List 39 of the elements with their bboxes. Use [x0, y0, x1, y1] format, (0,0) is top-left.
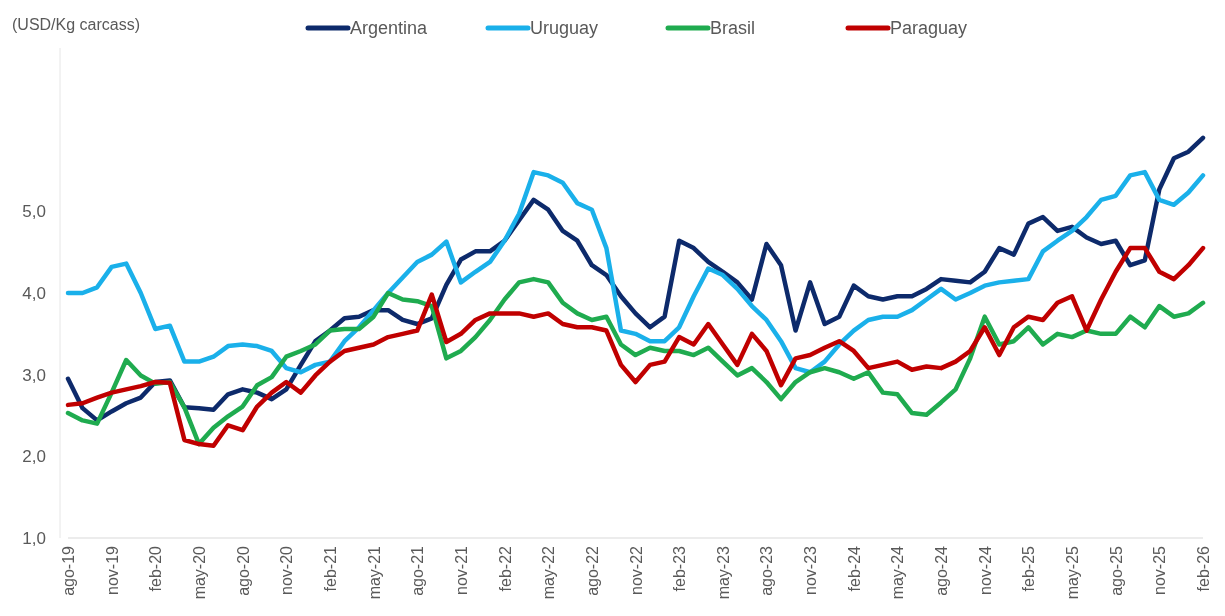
x-tick-label: ago-23 — [758, 545, 776, 596]
x-tick-label: ago-19 — [60, 545, 77, 596]
x-tick-label: may-24 — [889, 545, 907, 600]
line-series — [65, 245, 1206, 448]
y-tick-label: 4,0 — [22, 283, 46, 303]
x-tick-label: may-20 — [190, 545, 208, 600]
line-series — [65, 169, 1206, 375]
y-tick-label: 3,0 — [22, 365, 46, 385]
x-tick-label: feb-21 — [321, 545, 339, 592]
x-tick-label: nov-20 — [278, 545, 296, 595]
legend-label: Paraguay — [890, 18, 968, 38]
y-axis-title: (USD/Kg carcass) — [12, 16, 141, 33]
y-tick-label: 1,0 — [22, 528, 46, 548]
x-tick-label: may-21 — [365, 545, 383, 600]
x-tick-label: feb-24 — [845, 545, 863, 592]
legend-label: Argentina — [350, 18, 429, 38]
legend-label: Brasil — [710, 18, 756, 38]
x-tick-label: nov-22 — [627, 545, 645, 595]
x-tick-label: nov-21 — [452, 545, 470, 595]
x-tick-label: feb-20 — [147, 545, 165, 592]
x-tick-label: feb-26 — [1195, 545, 1212, 592]
x-tick-label: feb-23 — [671, 545, 689, 592]
x-tick-label: nov-19 — [103, 545, 121, 595]
x-tick-label: nov-25 — [1151, 545, 1169, 595]
y-tick-label: 5,0 — [22, 202, 46, 222]
y-tick-label: 2,0 — [22, 447, 46, 467]
x-tick-label: may-23 — [714, 545, 732, 600]
x-tick-label: may-25 — [1064, 545, 1082, 600]
x-tick-label: ago-20 — [234, 545, 252, 596]
x-tick-label: feb-25 — [1020, 545, 1038, 592]
x-tick-label: nov-24 — [976, 545, 994, 595]
x-tick-label: feb-22 — [496, 545, 514, 592]
x-tick-label: nov-23 — [802, 545, 820, 595]
x-tick-label: ago-24 — [933, 545, 951, 596]
x-tick-label: may-22 — [540, 545, 558, 600]
x-tick-label: ago-21 — [409, 545, 427, 596]
x-tick-label: ago-22 — [583, 545, 601, 596]
legend-label: Uruguay — [530, 18, 599, 38]
x-tick-label: ago-25 — [1107, 545, 1125, 596]
